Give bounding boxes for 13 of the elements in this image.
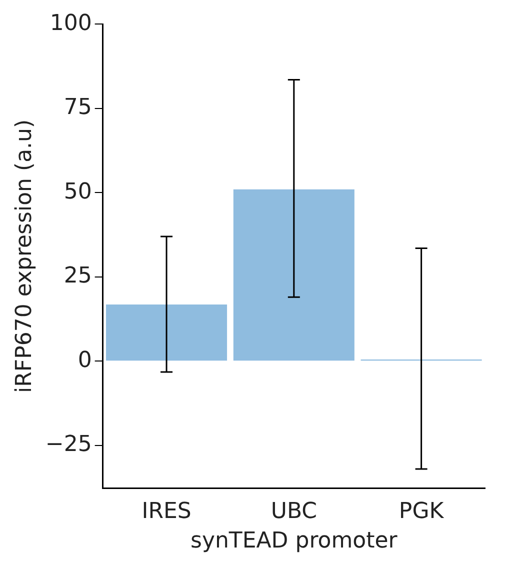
y-tick-label: 0 xyxy=(78,348,92,373)
y-axis-title: iRFP670 expression (a.u) xyxy=(12,119,37,393)
y-tick-label: −25 xyxy=(45,432,92,458)
bar xyxy=(233,189,354,361)
x-axis-title: synTEAD promoter xyxy=(190,528,398,554)
x-tick-label: UBC xyxy=(270,499,317,524)
y-tick-label: 25 xyxy=(64,264,92,289)
x-tick-label: IRES xyxy=(142,499,192,524)
y-tick-label: 100 xyxy=(50,10,92,36)
y-tick-label: 75 xyxy=(64,95,92,120)
y-tick-label: 50 xyxy=(64,179,92,204)
x-tick-label: PGK xyxy=(398,499,444,524)
bar xyxy=(106,304,228,361)
